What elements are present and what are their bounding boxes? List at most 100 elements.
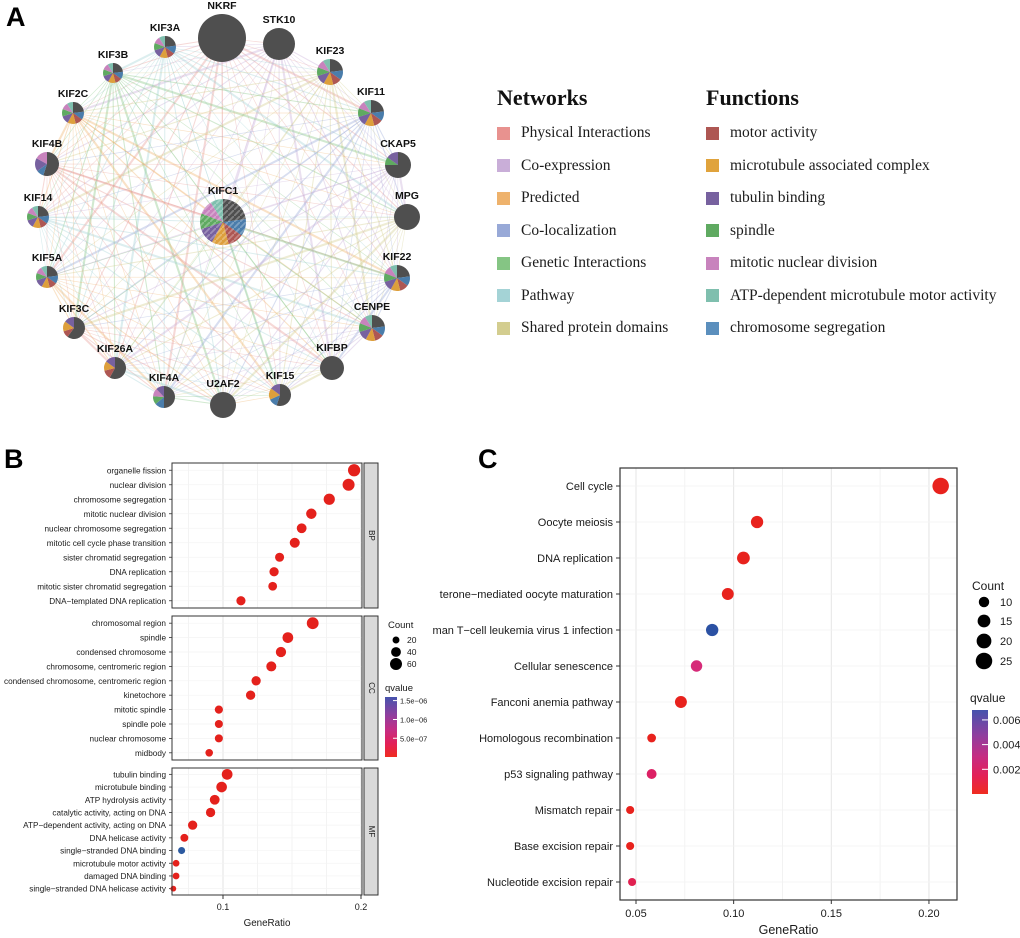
count-legend-dot <box>391 647 401 657</box>
x-axis-title: GeneRatio <box>244 918 291 929</box>
count-legend-dot <box>392 636 400 644</box>
network-node-kif11: KIF11 <box>357 86 385 127</box>
network-node-kif5a: KIF5A <box>32 252 63 288</box>
network-edge <box>112 72 224 223</box>
network-legend-item: Pathway <box>497 287 702 305</box>
go-term-label: single−stranded DNA helicase activity <box>29 885 167 894</box>
network-edge <box>114 327 373 369</box>
function-legend-item: microtubule associated complex <box>706 157 1016 175</box>
x-tick-label: 0.05 <box>625 908 646 920</box>
node-pie-slice <box>156 386 164 397</box>
network-edge <box>37 216 116 369</box>
go-dot <box>214 705 223 714</box>
function-legend-swatch <box>706 159 719 172</box>
network-legend-label: Pathway <box>521 286 575 304</box>
node-pie-slice <box>397 276 410 286</box>
network-edge <box>222 221 398 279</box>
plot-bg <box>620 468 957 900</box>
network-edge <box>163 164 399 398</box>
go-dot <box>172 872 180 880</box>
go-dot <box>170 885 177 892</box>
network-edge <box>278 43 399 166</box>
network-edge <box>46 216 408 278</box>
network-node-kif15: KIF15 <box>266 370 294 406</box>
network-edge <box>73 327 281 396</box>
network-node-label: KIF23 <box>316 45 345 57</box>
network-edge <box>221 37 333 369</box>
network-edge <box>46 163 116 369</box>
node-pie-slice <box>359 323 372 333</box>
go-dot <box>209 794 220 805</box>
network-edge <box>163 221 224 398</box>
network-edge <box>46 46 166 278</box>
node-pie-slice <box>359 317 372 328</box>
go-term-label: DNA replication <box>110 568 167 577</box>
node-pie-slice <box>36 277 47 287</box>
network-edge <box>112 71 331 74</box>
qvalue-colorbar <box>972 710 988 794</box>
node-pie-slice <box>47 266 58 277</box>
network-edge <box>114 112 372 369</box>
node-pie-slice <box>41 266 47 277</box>
network-edge <box>114 367 281 396</box>
node-pie-slice <box>357 108 371 118</box>
function-legend-label: spindle <box>730 221 775 239</box>
node-pie-slice <box>165 36 176 47</box>
network-edge <box>279 277 398 396</box>
x-tick-label: 0.1 <box>217 902 230 912</box>
network-edge <box>46 276 224 406</box>
go-term-label: damaged DNA binding <box>84 872 166 881</box>
panel-a-letter: A <box>6 2 26 32</box>
network-edge <box>46 71 331 278</box>
pathway-label: Cellular senescence <box>514 661 613 673</box>
go-term-label: midbody <box>135 749 167 758</box>
network-legend-label: Co-localization <box>521 221 617 239</box>
network-edge <box>37 216 281 396</box>
pathway-label: DNA replication <box>537 553 613 565</box>
qvalue-legend-value: 1.5e−06 <box>400 697 427 706</box>
kegg-dot <box>932 477 949 495</box>
network-node-kif26a: KIF26A <box>97 343 133 380</box>
node-pie-slice <box>106 357 115 368</box>
network-edge <box>37 43 280 218</box>
network-edge <box>46 163 281 396</box>
networks-legend: Networks Physical Interactions Co-express… <box>497 85 702 352</box>
node-pie-slice <box>270 395 280 406</box>
node-pie-slice <box>164 386 175 408</box>
x-tick-label: 0.2 <box>355 902 368 912</box>
node-pie-slice <box>330 70 343 80</box>
function-legend-swatch <box>706 126 719 140</box>
network-node-kif23: KIF23 <box>316 45 345 85</box>
node-pie-slice <box>154 37 165 47</box>
go-term-label: spindle pole <box>122 720 166 729</box>
node-pie-slice <box>73 102 84 113</box>
go-dot <box>268 581 278 591</box>
node-pie-slice <box>103 73 113 82</box>
node-pie-slice <box>153 388 164 397</box>
function-legend-swatch <box>706 191 719 205</box>
network-legend-swatch <box>497 289 510 302</box>
node-pie-slice <box>165 45 176 54</box>
network-node-ckap5: CKAP5 <box>380 138 416 178</box>
network-edge <box>112 72 165 398</box>
go-term-label: DNA helicase activity <box>90 834 167 843</box>
network-edge <box>222 277 398 406</box>
count-legend-dot <box>978 596 990 608</box>
go-term-label: nuclear chromosome segregation <box>44 524 166 533</box>
function-legend-item: motor activity <box>706 124 1016 142</box>
network-edge <box>72 112 75 329</box>
x-tick-label: 0.15 <box>821 908 842 920</box>
node-circle <box>263 28 295 60</box>
network-edge <box>331 216 408 369</box>
facet-strip <box>363 462 379 609</box>
node-pie-slice <box>371 111 384 121</box>
node-pie-slice <box>73 113 82 124</box>
node-pie-slice <box>65 317 74 328</box>
network-edge <box>112 72 398 279</box>
node-circle <box>394 204 420 230</box>
go-term-label: microtubule binding <box>95 783 166 792</box>
network-edge <box>279 216 408 396</box>
go-dot <box>221 768 233 780</box>
node-pie-slice <box>47 277 56 288</box>
network-edge <box>371 164 399 329</box>
